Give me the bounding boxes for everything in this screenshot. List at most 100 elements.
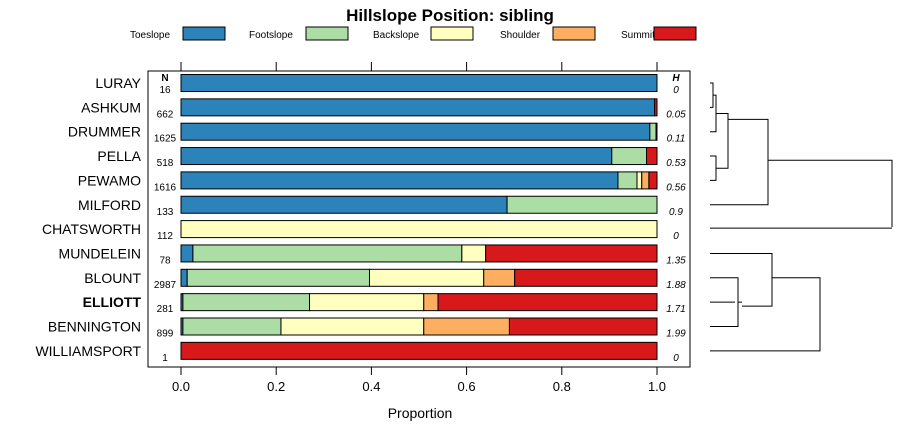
x-tick-label: 0.4: [362, 379, 380, 394]
bar-segment: [180, 122, 651, 141]
bar-segment: [180, 74, 658, 92]
bar-segment: [423, 293, 439, 312]
dendrogram-branch: [716, 112, 729, 169]
bar-segment: [182, 293, 311, 312]
dendrogram-branch: [710, 118, 769, 206]
dendrogram-branch: [768, 159, 893, 228]
bar-segment: [309, 293, 425, 312]
n-value: 662: [157, 109, 174, 120]
legend-swatch: [305, 26, 349, 41]
bar-segment: [646, 147, 658, 166]
bar-segment: [649, 122, 657, 141]
chart-title: Hillslope Position: sibling: [346, 6, 554, 25]
bar-segment: [655, 122, 658, 141]
legend-swatch: [653, 26, 697, 41]
dendrogram-branch: [710, 82, 714, 108]
legend-swatch: [430, 26, 474, 41]
h-value: 0.11: [667, 134, 686, 145]
n-header: N: [161, 73, 168, 84]
x-tick-label: 0.8: [553, 379, 571, 394]
category-label: LURAY: [95, 75, 141, 91]
bar-segment: [483, 268, 516, 287]
legend-label: Shoulder: [500, 30, 541, 41]
bar-segment: [182, 317, 282, 336]
h-value: 0: [673, 85, 679, 96]
bar-segment: [280, 317, 425, 336]
bar-segment: [180, 220, 658, 239]
bar-segment: [437, 293, 658, 312]
category-label: BLOUNT: [84, 270, 141, 286]
n-value: 1616: [154, 182, 177, 193]
h-value: 1.71: [666, 304, 685, 315]
bar-segment: [423, 317, 510, 336]
n-value: 78: [159, 255, 171, 266]
dendrogram-branch: [710, 252, 773, 307]
legend-label: Toeslope: [130, 30, 170, 41]
legend-label: Backslope: [373, 30, 420, 41]
n-value: 899: [157, 329, 174, 340]
n-value: 112: [157, 231, 173, 242]
n-value: 1: [162, 353, 168, 364]
bar-segment: [461, 244, 487, 263]
legend: Toeslope Footslope Backslope Shoulder Summit: [130, 26, 697, 41]
x-tick-label: 0.0: [172, 379, 190, 394]
bar-segment: [180, 341, 658, 360]
n-value: 1625: [154, 134, 177, 145]
category-label: DRUMMER: [68, 124, 141, 140]
h-value: 0: [673, 353, 679, 364]
legend-swatch: [182, 26, 226, 41]
bar-segment: [641, 171, 650, 190]
bar-segment: [617, 171, 638, 190]
category-labels: LURAY ASHKUM DRUMMER PELLA PEWAMO MILFORD CHAT…: [35, 75, 141, 359]
x-axis: 0.0 0.2 0.4 0.6 0.8 1.0: [172, 62, 666, 394]
n-value: 518: [157, 158, 174, 169]
h-value: 1.99: [666, 329, 686, 340]
h-value: 0.56: [666, 182, 686, 193]
dendrogram-branch: [710, 277, 821, 352]
category-label: WILLIAMSPORT: [35, 343, 141, 359]
category-label: ASHKUM: [81, 99, 141, 115]
bar-segment: [180, 268, 188, 287]
category-label: CHATSWORTH: [42, 221, 141, 237]
h-value: 1.88: [666, 280, 686, 291]
h-value: 0.9: [669, 207, 683, 218]
category-label: MILFORD: [78, 197, 141, 213]
bar-segment: [508, 317, 658, 336]
n-value: 281: [157, 304, 174, 315]
bar-segment: [180, 195, 508, 214]
bar-segment: [186, 268, 370, 287]
bar-segment: [180, 244, 194, 263]
bar-segment: [514, 268, 658, 287]
bar-segment: [611, 147, 648, 166]
bars: 16 0 662 0.05 1625 0.11 518 0.53 1616 0.56 133 0.9 1…: [154, 74, 686, 364]
x-tick-label: 0.2: [267, 379, 285, 394]
h-value: 0.05: [666, 109, 686, 120]
x-axis-label: Proportion: [388, 405, 453, 421]
bar-segment: [654, 98, 658, 117]
bar-segment: [180, 147, 613, 166]
bar-segment: [636, 171, 643, 190]
h-value: 0: [673, 231, 679, 242]
category-label: ELLIOTT: [83, 294, 142, 310]
bar-segment: [368, 268, 485, 287]
bar-segment: [192, 244, 463, 263]
bar-segment: [180, 98, 656, 117]
legend-label: Summit: [621, 30, 655, 41]
bar-segment: [648, 171, 658, 190]
h-value: 0.53: [666, 158, 686, 169]
category-label: MUNDELEIN: [59, 245, 141, 261]
x-tick-label: 1.0: [648, 379, 666, 394]
dendrogram: [710, 82, 893, 352]
legend-label: Footslope: [249, 30, 293, 41]
h-value: 1.35: [666, 255, 686, 266]
legend-swatch: [552, 26, 596, 41]
dendrogram-branch: [710, 155, 717, 181]
category-label: PELLA: [97, 148, 141, 164]
x-tick-label: 0.6: [458, 379, 476, 394]
n-value: 2987: [154, 280, 177, 291]
plot-frame: [147, 70, 691, 368]
bar-segment: [180, 171, 619, 190]
h-header: H: [672, 73, 680, 84]
bar-segment: [506, 195, 658, 214]
